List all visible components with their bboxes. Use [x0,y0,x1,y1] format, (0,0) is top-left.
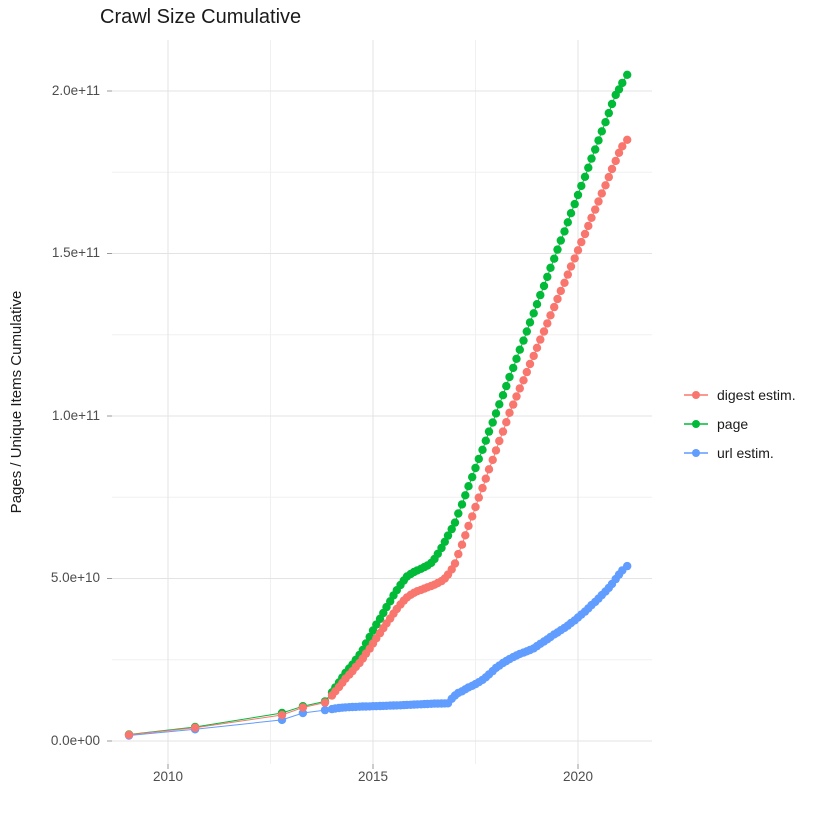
grid-minor [112,40,652,764]
series-digestestim [124,135,632,739]
legend: digest estim. page url estim. [683,380,796,467]
x-tick-label: 2015 [357,769,389,784]
legend-label: page [717,415,749,432]
legend-item-url: url estim. [683,438,796,467]
legend-item-page: page [683,409,796,438]
chart-title: Crawl Size Cumulative [100,6,302,28]
x-tick-label: 2020 [562,769,594,784]
y-tick-label: 1.5e+11 [51,245,100,260]
grid-major [112,40,652,764]
y-axis-title: Pages / Unique Items Cumulative [8,290,25,514]
page-series-key-icon [684,419,708,428]
series-urlestim [124,561,632,740]
x-tick-label: 2010 [152,769,184,784]
url-series-key-icon [684,448,708,457]
legend-label: digest estim. [717,386,796,403]
legend-label: url estim. [717,444,774,461]
y-tick-label: 0.0e+00 [50,733,100,748]
legend-item-digest: digest estim. [683,380,796,409]
y-tick-label: 5.0e+10 [50,570,100,585]
axis-ticks [107,90,579,769]
y-tick-label: 1.0e+11 [51,408,100,423]
series-page [124,70,632,739]
digest-series-key-icon [684,390,708,399]
y-tick-label: 2.0e+11 [51,83,100,98]
